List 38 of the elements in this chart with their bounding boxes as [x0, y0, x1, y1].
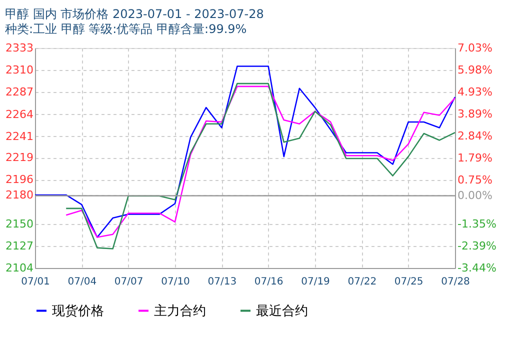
y-tick-label: 2127	[6, 239, 34, 252]
x-tick-label: 07/04	[68, 276, 97, 288]
y-tick-label: 2180	[6, 188, 34, 202]
y-tick-label: 2196	[6, 173, 34, 186]
chart-title: 甲醇 国内 市场价格 2023-07-01 - 2023-07-28	[5, 7, 264, 21]
y2-tick-label: -1.35%	[458, 218, 496, 231]
x-tick-label: 07/13	[208, 276, 237, 288]
y2-tick-label: -3.44%	[458, 262, 496, 274]
y2-tick-label: 1.79%	[458, 152, 492, 165]
chart-subtitle: 种类:工业 甲醇 等级:优等品 甲醇含量:99.9%	[5, 22, 247, 36]
x-tick-label: 07/10	[161, 276, 190, 288]
legend-label: 主力合约	[154, 302, 206, 319]
y2-tick-label: 3.89%	[458, 107, 492, 120]
y-tick-label: 2241	[6, 130, 34, 143]
y-tick-label: 2287	[6, 86, 34, 99]
y-tick-label: 2104	[6, 262, 34, 274]
legend-label: 最近合约	[256, 304, 308, 319]
y2-tick-label: 2.84%	[458, 130, 492, 143]
y-tick-label: 2264	[6, 108, 34, 121]
line-series	[34, 66, 456, 238]
legend-label: 现货价格	[52, 304, 104, 319]
y-tick-label: 2310	[6, 64, 34, 77]
x-tick-label: 07/01	[21, 276, 50, 288]
y2-tick-label: 0.75%	[458, 173, 492, 186]
y2-tick-label: 0.00%	[458, 189, 492, 202]
y2-tick-label: -2.39%	[458, 239, 496, 252]
x-tick-label: 07/28	[441, 276, 470, 288]
y2-tick-label: 7.03%	[458, 42, 492, 54]
x-tick-label: 07/25	[394, 276, 424, 288]
y2-tick-label: 5.98%	[458, 64, 492, 77]
y-tick-label: 2333	[6, 42, 34, 54]
y-tick-label: 2150	[6, 217, 34, 230]
x-tick-label: 07/07	[114, 276, 144, 288]
y2-tick-label: 4.93%	[458, 86, 492, 99]
y-tick-label: 2219	[6, 151, 34, 164]
x-tick-label: 07/22	[348, 276, 377, 288]
x-tick-label: 07/16	[254, 276, 284, 288]
x-tick-label: 07/19	[301, 276, 330, 288]
